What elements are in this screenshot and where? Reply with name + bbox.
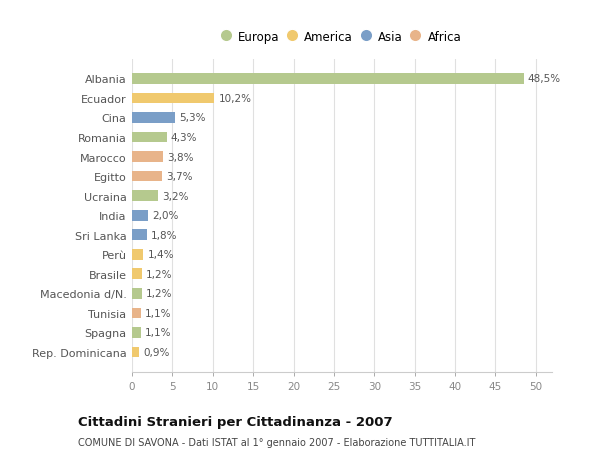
Bar xyxy=(132,93,214,104)
Bar xyxy=(132,210,148,221)
Text: Cittadini Stranieri per Cittadinanza - 2007: Cittadini Stranieri per Cittadinanza - 2… xyxy=(78,415,392,428)
Bar xyxy=(132,269,142,280)
Text: 1,1%: 1,1% xyxy=(145,308,172,318)
Text: 4,3%: 4,3% xyxy=(171,133,197,143)
Bar xyxy=(132,74,524,84)
Text: COMUNE DI SAVONA - Dati ISTAT al 1° gennaio 2007 - Elaborazione TUTTITALIA.IT: COMUNE DI SAVONA - Dati ISTAT al 1° genn… xyxy=(78,437,475,447)
Bar xyxy=(132,113,175,123)
Bar xyxy=(132,230,146,241)
Text: 48,5%: 48,5% xyxy=(528,74,561,84)
Bar xyxy=(132,249,143,260)
Text: 1,2%: 1,2% xyxy=(146,289,172,299)
Text: 1,1%: 1,1% xyxy=(145,328,172,338)
Bar xyxy=(132,347,139,358)
Text: 0,9%: 0,9% xyxy=(143,347,170,357)
Text: 1,2%: 1,2% xyxy=(146,269,172,279)
Text: 3,8%: 3,8% xyxy=(167,152,193,162)
Text: 1,8%: 1,8% xyxy=(151,230,177,240)
Text: 2,0%: 2,0% xyxy=(152,211,179,221)
Bar xyxy=(132,171,162,182)
Bar xyxy=(132,308,141,319)
Text: 5,3%: 5,3% xyxy=(179,113,205,123)
Text: 3,7%: 3,7% xyxy=(166,172,193,182)
Bar xyxy=(132,152,163,162)
Text: 1,4%: 1,4% xyxy=(148,250,174,260)
Bar xyxy=(132,288,142,299)
Bar xyxy=(132,191,158,202)
Text: 10,2%: 10,2% xyxy=(218,94,251,104)
Text: 3,2%: 3,2% xyxy=(162,191,188,201)
Bar xyxy=(132,327,141,338)
Legend: Europa, America, Asia, Africa: Europa, America, Asia, Africa xyxy=(220,28,464,46)
Bar xyxy=(132,132,167,143)
